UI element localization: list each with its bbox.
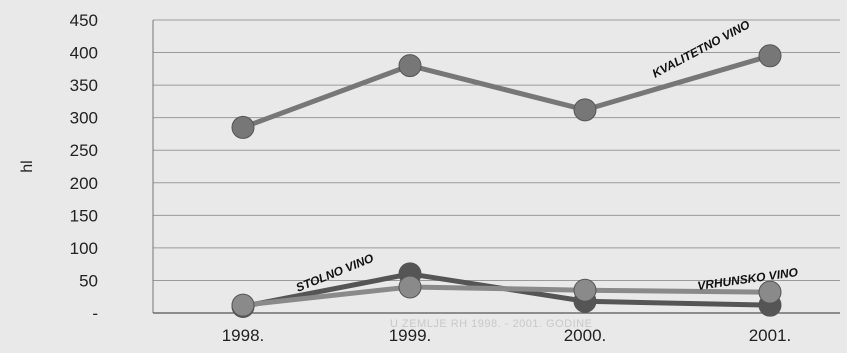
y-tick-label: 150 xyxy=(70,206,98,225)
y-tick-label: - xyxy=(92,304,98,323)
y-tick-label: 350 xyxy=(70,76,98,95)
series-line-0 xyxy=(242,53,771,130)
series-annotation: VRHUNSKO VINO xyxy=(696,265,799,293)
data-point xyxy=(398,275,422,299)
y-tick-label: 300 xyxy=(70,109,98,128)
y-tick-label: 250 xyxy=(70,141,98,160)
y-tick-label: 400 xyxy=(70,44,98,63)
data-point xyxy=(231,115,255,139)
data-point xyxy=(573,98,597,122)
background-caption: U ZEMLJE RH 1998. - 2001. GODINE xyxy=(390,318,593,330)
y-tick-label: 450 xyxy=(70,11,98,30)
y-axis: - 50 100 150 200 250 300 350 400 450 hl xyxy=(19,11,154,323)
y-axis-label: hl xyxy=(19,160,36,172)
x-tick-label: 1999. xyxy=(389,326,432,345)
data-point xyxy=(758,44,782,68)
x-tick-label: 1998. xyxy=(222,326,265,345)
data-point xyxy=(398,54,422,78)
y-tick-label: 100 xyxy=(70,239,98,258)
series-line-2 xyxy=(242,284,771,308)
y-tick-label: 200 xyxy=(70,174,98,193)
x-tick-label: 2001. xyxy=(749,326,792,345)
data-point xyxy=(758,280,782,304)
series-group xyxy=(231,44,782,318)
y-tick-label: 50 xyxy=(79,271,98,290)
x-tick-label: 2000. xyxy=(564,326,607,345)
x-axis: 1998. 1999. 2000. 2001. xyxy=(153,312,840,345)
series-annotation: KVALITETNO VINO xyxy=(650,17,753,81)
data-point xyxy=(231,293,255,317)
data-point xyxy=(573,278,597,302)
